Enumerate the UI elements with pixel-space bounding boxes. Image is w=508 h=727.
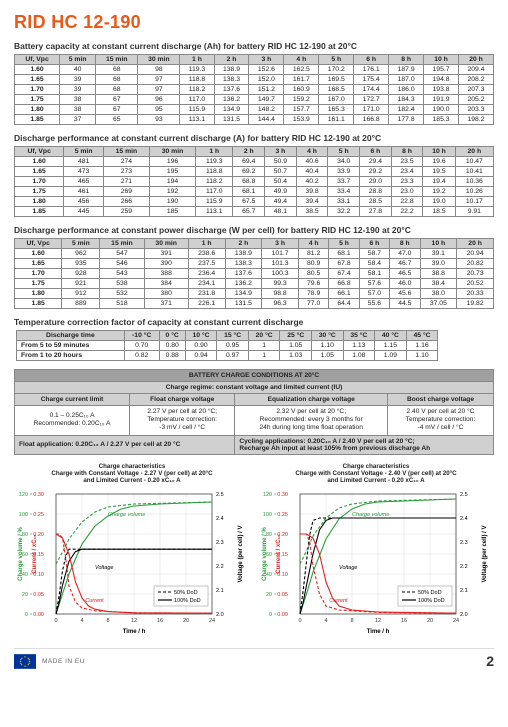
svg-text:2.1: 2.1	[216, 588, 224, 594]
heading-power: Discharge performance at constant power …	[14, 225, 494, 235]
svg-text:Charge volume: Charge volume	[352, 512, 389, 518]
svg-text:2.2: 2.2	[460, 564, 468, 570]
svg-text:Time / h: Time / h	[367, 629, 390, 635]
svg-text:2.2: 2.2	[216, 564, 224, 570]
svg-text:100: 100	[263, 512, 272, 518]
svg-text:0.25: 0.25	[33, 512, 44, 518]
svg-text:20: 20	[22, 592, 28, 598]
svg-text:4: 4	[324, 618, 327, 624]
svg-text:0.05: 0.05	[33, 592, 44, 598]
svg-text:Charge volume / %: Charge volume / %	[262, 527, 268, 581]
svg-text:2.3: 2.3	[460, 540, 468, 546]
svg-text:Voltage: Voltage	[339, 565, 357, 571]
chart-title-right: Charge characteristicsCharge with Consta…	[258, 463, 494, 484]
svg-text:0: 0	[25, 612, 28, 618]
svg-text:Current / xC₁₀: Current / xC₁₀	[32, 534, 38, 574]
svg-text:Voltage: Voltage	[95, 565, 113, 571]
svg-text:0: 0	[298, 618, 301, 624]
chart-right: 048121620240204060801001200.000.050.100.…	[258, 486, 490, 636]
svg-text:Voltage (per cell) / V: Voltage (per cell) / V	[238, 526, 244, 583]
svg-text:0.30: 0.30	[33, 492, 44, 498]
svg-text:12: 12	[131, 618, 137, 624]
svg-text:2.5: 2.5	[216, 492, 224, 498]
svg-text:Charge volume: Charge volume	[108, 512, 145, 518]
svg-text:2.5: 2.5	[460, 492, 468, 498]
svg-text:2.0: 2.0	[216, 612, 224, 618]
svg-text:2.4: 2.4	[460, 516, 468, 522]
page-number: 2	[486, 653, 494, 669]
svg-text:2.1: 2.1	[460, 588, 468, 594]
svg-text:16: 16	[157, 618, 163, 624]
svg-text:0: 0	[269, 612, 272, 618]
svg-text:8: 8	[350, 618, 353, 624]
svg-text:24: 24	[209, 618, 215, 624]
svg-text:Current: Current	[329, 598, 348, 604]
svg-text:0.00: 0.00	[33, 612, 44, 618]
svg-text:4: 4	[80, 618, 83, 624]
heading-temp: Temperature correction factor of capacit…	[14, 317, 494, 327]
svg-text:Voltage (per cell) / V: Voltage (per cell) / V	[482, 526, 488, 583]
svg-text:20: 20	[427, 618, 433, 624]
chart-left: 048121620240204060801001200.000.050.100.…	[14, 486, 246, 636]
page-title: RID HC 12-190	[14, 12, 494, 33]
svg-text:Time / h: Time / h	[123, 629, 146, 635]
eu-flag-icon	[14, 654, 36, 669]
made-in: MADE IN EU	[42, 658, 85, 665]
svg-text:120: 120	[263, 492, 272, 498]
svg-text:120: 120	[19, 492, 28, 498]
svg-text:Current: Current	[85, 598, 104, 604]
svg-text:2.4: 2.4	[216, 516, 224, 522]
svg-text:50% DoD: 50% DoD	[174, 590, 198, 596]
table-temp: Discharge time-10 °C0 °C10 °C15 °C20 °C2…	[16, 330, 438, 361]
table-capacity: Uf, Vpc5 min15 min30 min1 h2 h3 h4 h5 h6…	[14, 54, 494, 125]
svg-text:Current / xC₁₀: Current / xC₁₀	[276, 534, 282, 574]
svg-text:12: 12	[375, 618, 381, 624]
svg-text:Charge volume / %: Charge volume / %	[18, 527, 24, 581]
svg-text:16: 16	[401, 618, 407, 624]
table-conditions: BATTERY CHARGE CONDITIONS AT 20°CCharge …	[14, 369, 494, 455]
chart-title-left: Charge characteristicsCharge with Consta…	[14, 463, 250, 484]
svg-text:20: 20	[183, 618, 189, 624]
footer: MADE IN EU 2	[14, 648, 494, 675]
svg-text:24: 24	[453, 618, 459, 624]
svg-text:20: 20	[266, 592, 272, 598]
svg-text:0.25: 0.25	[277, 512, 288, 518]
table-power: Uf, Vpc5 min15 min30 min1 h2 h3 h4 h5 h6…	[14, 238, 494, 309]
heading-current: Discharge performance at constant curren…	[14, 133, 494, 143]
svg-text:50% DoD: 50% DoD	[418, 590, 442, 596]
svg-text:0.30: 0.30	[277, 492, 288, 498]
svg-text:100% DoD: 100% DoD	[418, 598, 445, 604]
svg-text:0: 0	[54, 618, 57, 624]
heading-capacity: Battery capacity at constant current dis…	[14, 41, 494, 51]
svg-text:0.00: 0.00	[277, 612, 288, 618]
svg-text:2.0: 2.0	[460, 612, 468, 618]
svg-text:2.3: 2.3	[216, 540, 224, 546]
svg-text:100% DoD: 100% DoD	[174, 598, 201, 604]
table-current: Uf, Vpc5 min15 min30 min1 h2 h3 h4 h5 h6…	[14, 146, 494, 217]
svg-text:0.05: 0.05	[277, 592, 288, 598]
svg-text:8: 8	[106, 618, 109, 624]
svg-text:100: 100	[19, 512, 28, 518]
